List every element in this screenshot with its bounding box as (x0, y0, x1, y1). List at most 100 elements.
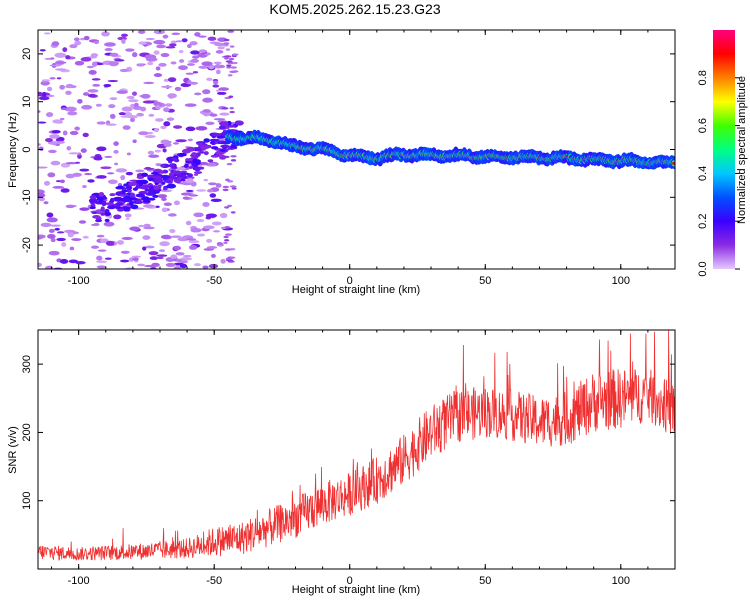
spectrogram-noise-blob (114, 162, 119, 166)
spectrogram-noise-blob (157, 194, 168, 199)
spectrogram-noise-blob (42, 91, 47, 97)
spectrogram-noise-blob (187, 138, 193, 142)
spectrogram-noise-blob (126, 95, 135, 100)
spectrogram-noise-blob (170, 61, 177, 65)
spectrogram-noise-blob (104, 257, 112, 260)
spectrogram-band-blob (116, 202, 124, 206)
spectrogram-noise-blob (73, 37, 80, 42)
colorbar-tick-label: 0.8 (697, 70, 709, 85)
spectrogram-noise-blob (188, 240, 200, 244)
spectrogram-band-blob (125, 185, 133, 191)
spectrogram-noise-blob (116, 90, 128, 94)
spectrogram-band-blob (219, 149, 226, 152)
spectrogram-noise-blob (226, 64, 232, 67)
spectrogram-noise-blob (189, 245, 198, 250)
spectrogram-noise-blob (206, 246, 218, 249)
spectrogram-noise-blob (96, 255, 103, 261)
spectrogram-noise-blob (101, 31, 110, 37)
spectrogram-noise-blob (121, 33, 128, 38)
spectrogram-band-blob (160, 164, 166, 168)
spectrogram-noise-blob (96, 146, 107, 152)
spectrogram-noise-blob (54, 227, 60, 231)
spectrogram-band-blob (180, 178, 186, 182)
spectrogram-noise-blob (120, 174, 126, 181)
spectrogram-noise-blob (214, 42, 225, 47)
spectrogram-noise-blob (62, 130, 68, 136)
spectrogram-noise-blob (212, 80, 219, 85)
spectrogram-noise-blob (82, 92, 90, 96)
spectrogram-noise-blob (186, 63, 195, 66)
spectrogram-band-blob (119, 194, 127, 197)
spectrogram-noise-blob (155, 66, 161, 71)
spectrogram-band-blob (168, 175, 177, 180)
spectrogram-band-blob (186, 146, 196, 152)
spectrogram-noise-blob (179, 59, 185, 63)
spectrogram-noise-blob (142, 204, 155, 208)
snr-y-tick-label: 300 (21, 355, 33, 373)
spectrogram-band-blob (181, 174, 188, 180)
spectrogram-band-blob (177, 152, 187, 157)
spectrogram-noise-blob (170, 40, 178, 44)
spectrogram-band-blob (212, 132, 222, 137)
snr-x-tick-label: 100 (612, 575, 630, 587)
spectrogram-noise-blob (65, 55, 71, 60)
spectrogram-noise-blob (198, 49, 207, 53)
spectrogram-noise-blob (213, 61, 222, 65)
spectrogram-noise-blob (170, 235, 182, 238)
spectrogram-band-blob (210, 146, 219, 150)
spectrogram-noise-blob (65, 83, 74, 89)
spectrogram-noise-blob (196, 219, 205, 223)
spectrogram-band-blob (195, 152, 201, 157)
spectrogram-band-blob (184, 163, 189, 168)
spectrogram-noise-blob (51, 41, 60, 47)
snr-y-tick-label: 200 (21, 423, 33, 441)
spectrogram-noise-blob (62, 47, 68, 53)
spectrogram-noise-blob (153, 50, 160, 55)
spectrogram-band-blob (219, 121, 229, 126)
spectrogram-noise-blob (224, 226, 230, 229)
spectrogram-noise-blob (226, 162, 233, 166)
spectrogram-noise-blob (56, 77, 62, 80)
spectrogram-noise-blob (91, 78, 101, 81)
spectrogram-noise-blob (143, 226, 155, 230)
spectrogram-noise-blob (143, 223, 151, 228)
spectrogram-noise-blob (92, 84, 101, 87)
spectrogram-noise-blob (167, 77, 177, 83)
spectrogram-band-blob (123, 183, 128, 187)
spectrogram-noise-blob (153, 39, 166, 45)
spectrogram-noise-blob (142, 100, 155, 104)
spectrogram-noise-blob (211, 253, 216, 258)
spectrogram-noise-blob (180, 84, 192, 87)
spectrogram-noise-blob (109, 52, 119, 57)
spectrogram-noise-blob (222, 155, 230, 159)
spectrogram-noise-blob (225, 60, 233, 63)
spectrogram-noise-blob (82, 132, 89, 138)
spectrogram-noise-blob (91, 61, 98, 67)
spectrogram-noise-blob (206, 77, 213, 81)
spectrogram-band-blob (147, 190, 155, 196)
spectrogram-noise-blob (48, 228, 55, 233)
spectrogram-noise-blob (48, 250, 60, 256)
spectrogram-band-blob (129, 201, 134, 206)
spectrogram-band-blob (171, 157, 178, 161)
spectrogram-noise-blob (54, 68, 67, 71)
spectrogram-noise-blob (180, 192, 192, 196)
spectrogram-noise-blob (143, 167, 155, 170)
colorbar-ticks: 0.0 0.2 0.4 0.6 0.8 (697, 70, 740, 277)
spectrogram-band-blob (106, 202, 114, 206)
spectrogram-noise-blob (131, 255, 141, 258)
spectrogram-noise-blob (221, 107, 229, 110)
spectrogram-noise-blob (48, 149, 57, 154)
spectrogram-noise-blob (79, 207, 90, 211)
spectrogram-band-blob (128, 197, 138, 201)
spectrogram-noise-blob (125, 48, 135, 52)
spectrogram-y-axis-label: Frequency (Hz) (7, 112, 19, 188)
spectrogram-band-blob (203, 138, 211, 143)
spectrogram-noise-blob (190, 228, 202, 233)
spectrogram-noise-blob (158, 249, 166, 252)
spectrogram-noise-blob (177, 237, 189, 242)
spectrogram-noise-blob (96, 265, 107, 269)
spectrogram-noise-blob (80, 148, 87, 153)
spectrogram-noise-blob (213, 118, 226, 121)
spectrogram-noise-blob (205, 162, 218, 167)
